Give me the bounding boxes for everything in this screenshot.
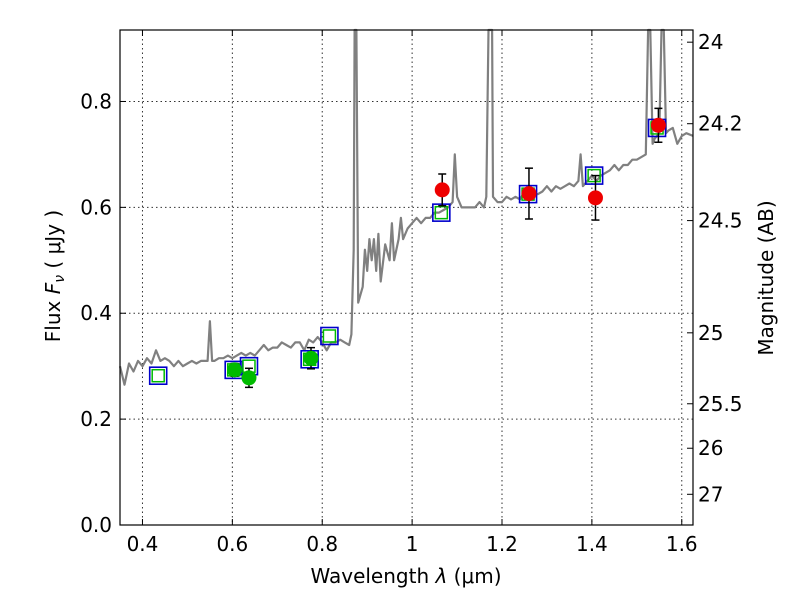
grid (120, 30, 693, 525)
marker-layer (148, 107, 667, 389)
x-axis-label: Wavelength λ (μm) (310, 564, 501, 588)
y2-tick-label: 25.5 (698, 392, 743, 416)
y2-tick-label: 24.2 (698, 112, 743, 136)
y2-tick-label: 25 (698, 321, 723, 345)
y2-tick-label: 24 (698, 30, 723, 54)
model-square-marker (148, 366, 168, 386)
tick-layer: 0.4 0.6 0.8 1 1.2 1.4 1.6 0.0 0.2 0.4 0.6 0.8 24 24.2… (80, 30, 743, 556)
x-axis-label-prefix: Wavelength (310, 564, 435, 588)
y2-tick-label: 26 (698, 436, 723, 460)
y-tick-label: 0.4 (80, 301, 112, 325)
red-photometry-point (650, 117, 666, 133)
y-tick-label: 0.6 (80, 195, 112, 219)
model-square-marker (320, 326, 339, 346)
model-square-marker (584, 166, 604, 185)
y-axis-label-prefix: Flux (41, 294, 65, 342)
y-tick-label: 0.0 (80, 513, 112, 537)
y-axis-label: Flux Fν ( μJy ) (41, 210, 68, 342)
x-tick-label: 1 (406, 532, 419, 556)
model-inner-marker (434, 205, 449, 220)
y2-tick-label: 27 (698, 482, 723, 506)
y-tick-label: 0.2 (80, 407, 112, 431)
model-inner-marker (587, 168, 601, 183)
y-axis-label-symbol: F (41, 282, 65, 294)
y2-tick-label: 24.5 (698, 209, 743, 233)
y-tick-label: 0.8 (80, 89, 112, 113)
plot-frame (119, 29, 694, 526)
x-axis-label-symbol: λ (434, 564, 447, 588)
red-photometry-point (587, 190, 603, 206)
red-photometry-point (434, 182, 450, 198)
y2-axis-label: Magnitude (AB) (754, 200, 778, 355)
y-axis-label-unit: ( μJy ) (41, 210, 65, 275)
model-square-marker (518, 184, 538, 204)
x-tick-label: 1.2 (486, 532, 518, 556)
model-square-marker (224, 360, 244, 380)
x-tick-label: 0.8 (306, 532, 338, 556)
green-photometry-point (227, 362, 243, 378)
model-inner-marker (322, 329, 337, 343)
model-square-marker (432, 203, 451, 222)
x-tick-label: 1.6 (666, 532, 698, 556)
x-tick-label: 1.4 (576, 532, 608, 556)
x-tick-label: 0.4 (127, 532, 159, 556)
green-photometry-point (303, 350, 319, 366)
model-inner-marker (151, 368, 165, 383)
x-axis-label-unit: (μm) (447, 564, 501, 588)
red-photometry-point (521, 186, 537, 202)
x-tick-label: 0.6 (216, 532, 248, 556)
green-photometry-point (241, 370, 257, 386)
y-axis-label-sub: ν (52, 275, 68, 283)
